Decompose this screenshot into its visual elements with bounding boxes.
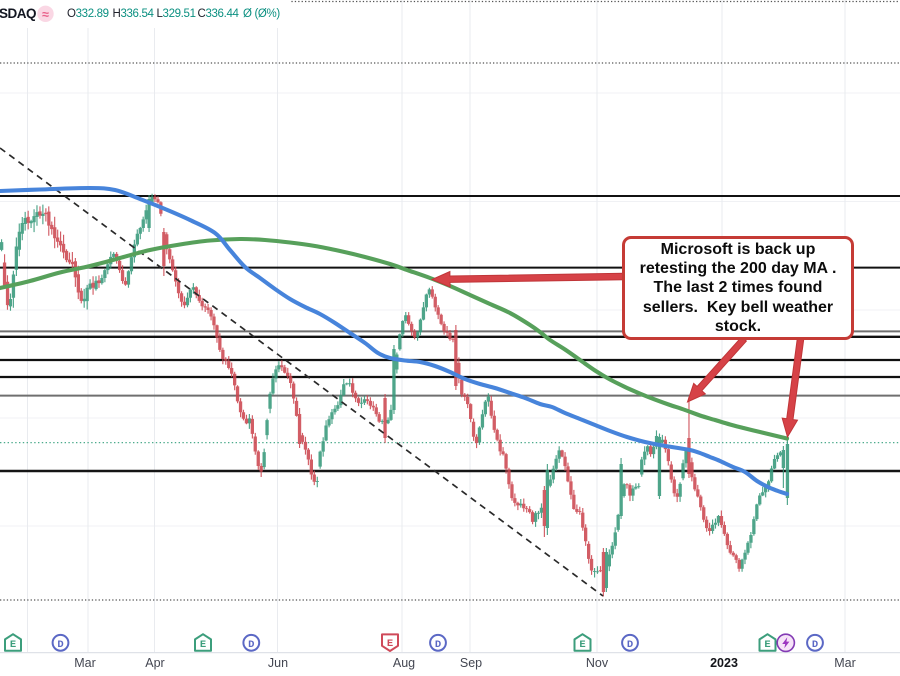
svg-text:L329.51: L329.51 [157,8,196,20]
svg-text:Ø (Ø%): Ø (Ø%) [243,8,280,20]
svg-text:D: D [627,639,633,651]
svg-text:E: E [387,638,393,650]
svg-text:Sep: Sep [460,656,482,670]
svg-text:E: E [10,639,16,651]
svg-text:Nov: Nov [586,656,609,670]
svg-text:Mar: Mar [834,656,856,670]
svg-text:D: D [812,639,818,651]
svg-text:SDAQ: SDAQ [0,6,36,21]
svg-text:E: E [200,639,206,651]
svg-text:Jun: Jun [268,656,288,670]
svg-text:≈: ≈ [42,7,49,21]
svg-text:Aug: Aug [393,656,415,670]
svg-text:C336.44: C336.44 [198,8,240,20]
svg-text:H336.54: H336.54 [113,8,155,20]
svg-text:D: D [435,639,441,651]
svg-text:D: D [57,639,63,651]
svg-text:D: D [248,639,254,651]
svg-text:Apr: Apr [145,656,164,670]
svg-text:O332.89: O332.89 [67,8,109,20]
svg-text:E: E [579,639,585,651]
svg-text:E: E [764,639,770,651]
svg-text:2023: 2023 [710,656,738,670]
svg-text:Mar: Mar [74,656,96,670]
